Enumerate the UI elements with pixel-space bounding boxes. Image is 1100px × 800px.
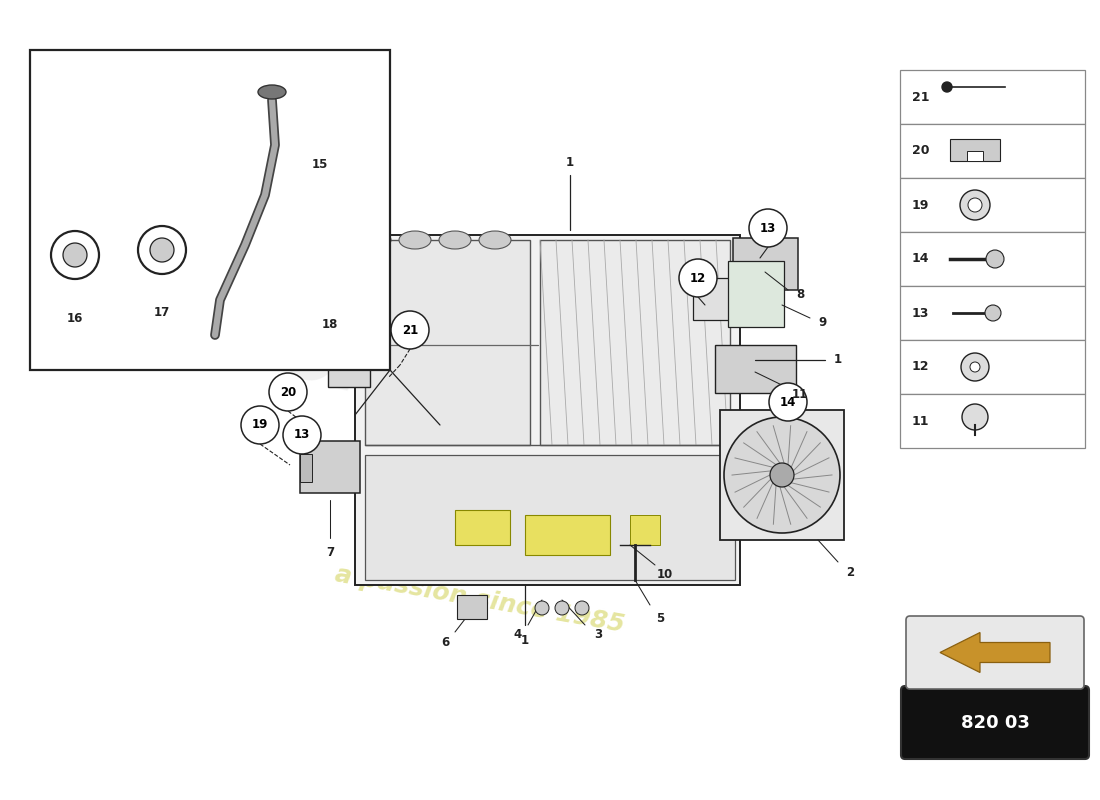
FancyBboxPatch shape <box>728 261 784 327</box>
Ellipse shape <box>399 231 431 249</box>
FancyBboxPatch shape <box>300 441 360 493</box>
Text: 15: 15 <box>311 158 328 171</box>
FancyBboxPatch shape <box>455 510 510 545</box>
Text: 1: 1 <box>834 354 843 366</box>
Text: 2: 2 <box>846 566 854 578</box>
FancyBboxPatch shape <box>355 235 740 585</box>
Text: 11: 11 <box>792 389 808 402</box>
Circle shape <box>942 82 952 92</box>
Text: 4: 4 <box>514 629 522 642</box>
Circle shape <box>138 226 186 274</box>
Circle shape <box>679 259 717 297</box>
FancyBboxPatch shape <box>906 616 1084 689</box>
Text: 21: 21 <box>912 90 930 103</box>
Circle shape <box>63 243 87 267</box>
Circle shape <box>283 416 321 454</box>
Polygon shape <box>940 633 1050 673</box>
Ellipse shape <box>258 85 286 99</box>
FancyBboxPatch shape <box>720 410 844 540</box>
Circle shape <box>749 209 786 247</box>
Text: 14: 14 <box>912 253 930 266</box>
Text: 13: 13 <box>760 222 777 234</box>
Circle shape <box>51 231 99 279</box>
Circle shape <box>961 353 989 381</box>
Text: 14: 14 <box>780 395 796 409</box>
FancyBboxPatch shape <box>900 232 1085 286</box>
Ellipse shape <box>439 231 471 249</box>
FancyBboxPatch shape <box>900 340 1085 394</box>
Text: 19: 19 <box>912 198 930 211</box>
Text: 11: 11 <box>912 414 930 427</box>
Text: 13: 13 <box>912 306 930 319</box>
FancyBboxPatch shape <box>456 595 487 619</box>
Text: 19: 19 <box>252 418 268 431</box>
Circle shape <box>575 601 589 615</box>
Text: 16: 16 <box>67 311 84 325</box>
Text: 9: 9 <box>818 315 826 329</box>
FancyBboxPatch shape <box>693 278 747 320</box>
Circle shape <box>968 198 982 212</box>
Circle shape <box>962 404 988 430</box>
FancyBboxPatch shape <box>525 515 610 555</box>
FancyBboxPatch shape <box>30 50 390 370</box>
Text: 8: 8 <box>796 289 804 302</box>
FancyBboxPatch shape <box>900 286 1085 340</box>
Text: 1: 1 <box>565 155 574 169</box>
FancyBboxPatch shape <box>733 238 798 290</box>
Text: 1: 1 <box>521 634 529 646</box>
Circle shape <box>724 417 840 533</box>
Circle shape <box>770 463 794 487</box>
Circle shape <box>270 373 307 411</box>
Text: 7: 7 <box>326 546 334 558</box>
Ellipse shape <box>478 231 512 249</box>
Circle shape <box>535 601 549 615</box>
Ellipse shape <box>359 231 390 249</box>
Circle shape <box>970 362 980 372</box>
FancyBboxPatch shape <box>967 151 983 161</box>
Text: 21: 21 <box>402 323 418 337</box>
Text: 20: 20 <box>279 386 296 398</box>
Circle shape <box>390 311 429 349</box>
Text: a passion since 1985: a passion since 1985 <box>333 562 627 638</box>
Text: 3: 3 <box>594 629 602 642</box>
Text: 20: 20 <box>912 145 930 158</box>
Text: euroParts: euroParts <box>139 280 562 460</box>
FancyBboxPatch shape <box>900 124 1085 178</box>
Circle shape <box>960 190 990 220</box>
Circle shape <box>241 406 279 444</box>
FancyBboxPatch shape <box>900 70 1085 124</box>
Circle shape <box>556 601 569 615</box>
Circle shape <box>769 383 807 421</box>
Text: 18: 18 <box>322 318 338 331</box>
Text: 5: 5 <box>656 611 664 625</box>
Text: 820 03: 820 03 <box>960 714 1030 731</box>
Text: 6: 6 <box>441 635 449 649</box>
FancyBboxPatch shape <box>630 515 660 545</box>
FancyBboxPatch shape <box>300 454 312 482</box>
FancyBboxPatch shape <box>901 686 1089 759</box>
Text: 12: 12 <box>912 361 930 374</box>
Circle shape <box>984 305 1001 321</box>
FancyBboxPatch shape <box>540 240 730 445</box>
Text: 10: 10 <box>657 569 673 582</box>
Text: 12: 12 <box>690 271 706 285</box>
FancyBboxPatch shape <box>950 139 1000 161</box>
FancyBboxPatch shape <box>365 240 530 445</box>
Circle shape <box>150 238 174 262</box>
FancyBboxPatch shape <box>900 394 1085 448</box>
FancyBboxPatch shape <box>715 345 796 393</box>
Circle shape <box>986 250 1004 268</box>
Text: 13: 13 <box>294 429 310 442</box>
FancyBboxPatch shape <box>900 178 1085 232</box>
FancyBboxPatch shape <box>365 455 735 580</box>
FancyBboxPatch shape <box>328 341 370 387</box>
Text: 17: 17 <box>154 306 170 319</box>
